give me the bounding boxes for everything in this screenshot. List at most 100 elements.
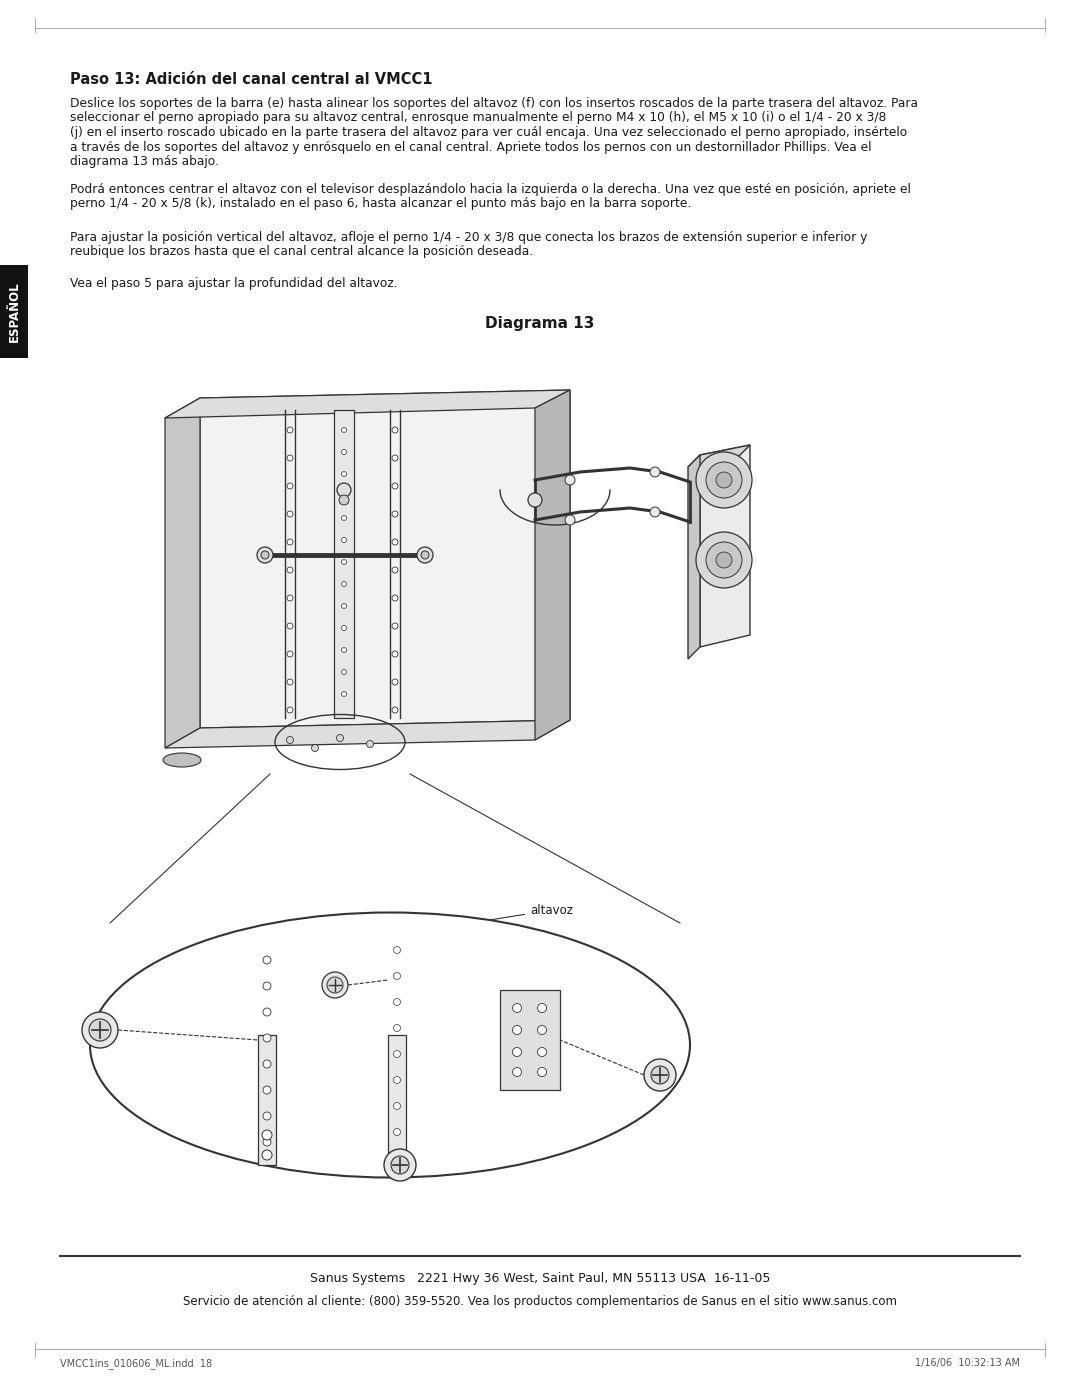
Circle shape bbox=[392, 622, 399, 629]
Circle shape bbox=[264, 1034, 271, 1042]
Circle shape bbox=[287, 427, 293, 432]
Ellipse shape bbox=[90, 913, 690, 1177]
Circle shape bbox=[287, 595, 293, 600]
FancyBboxPatch shape bbox=[0, 264, 28, 358]
Circle shape bbox=[322, 972, 348, 998]
Circle shape bbox=[286, 737, 294, 744]
Circle shape bbox=[339, 494, 349, 505]
Text: (j) en el inserto roscado ubicado en la parte trasera del altavoz para ver cuál : (j) en el inserto roscado ubicado en la … bbox=[70, 127, 907, 139]
Text: Servicio de atención al cliente: (800) 359-5520. Vea los productos complementari: Servicio de atención al cliente: (800) 3… bbox=[183, 1294, 897, 1308]
Text: seleccionar el perno apropiado para su altavoz central, enrosque manualmente el : seleccionar el perno apropiado para su a… bbox=[70, 112, 887, 124]
Circle shape bbox=[513, 1004, 522, 1012]
Circle shape bbox=[287, 454, 293, 461]
Circle shape bbox=[393, 946, 401, 953]
Circle shape bbox=[341, 669, 347, 675]
Circle shape bbox=[513, 1067, 522, 1077]
Text: diagrama 13 más abajo.: diagrama 13 más abajo. bbox=[70, 156, 219, 168]
Circle shape bbox=[264, 1137, 271, 1146]
Circle shape bbox=[392, 679, 399, 684]
Circle shape bbox=[538, 1048, 546, 1056]
Circle shape bbox=[392, 483, 399, 489]
Circle shape bbox=[341, 537, 347, 543]
Circle shape bbox=[341, 493, 347, 498]
Circle shape bbox=[538, 1004, 546, 1012]
Circle shape bbox=[337, 734, 343, 741]
Circle shape bbox=[287, 538, 293, 545]
Circle shape bbox=[650, 467, 660, 476]
Circle shape bbox=[82, 1012, 118, 1048]
Text: Sanus Systems   2221 Hwy 36 West, Saint Paul, MN 55113 USA  16-11-05: Sanus Systems 2221 Hwy 36 West, Saint Pa… bbox=[310, 1272, 770, 1285]
Circle shape bbox=[651, 1066, 669, 1084]
Circle shape bbox=[644, 1059, 676, 1091]
Circle shape bbox=[392, 538, 399, 545]
Text: Para ajustar la posición vertical del altavoz, afloje el perno 1/4 - 20 x 3/8 qu: Para ajustar la posición vertical del al… bbox=[70, 231, 867, 244]
Text: Diagrama 13: Diagrama 13 bbox=[485, 315, 595, 330]
Circle shape bbox=[391, 1157, 409, 1175]
Circle shape bbox=[341, 515, 347, 521]
Text: VMCC1ins_010606_ML.indd  18: VMCC1ins_010606_ML.indd 18 bbox=[60, 1358, 212, 1369]
Text: altavoz: altavoz bbox=[400, 903, 573, 935]
Circle shape bbox=[287, 622, 293, 629]
Circle shape bbox=[287, 679, 293, 684]
Circle shape bbox=[392, 511, 399, 516]
Circle shape bbox=[264, 982, 271, 990]
Circle shape bbox=[341, 449, 347, 454]
Polygon shape bbox=[165, 720, 570, 748]
Text: 1/16/06  10:32:13 AM: 1/16/06 10:32:13 AM bbox=[915, 1358, 1020, 1367]
Circle shape bbox=[393, 998, 401, 1005]
Circle shape bbox=[513, 1048, 522, 1056]
FancyBboxPatch shape bbox=[334, 410, 354, 717]
Circle shape bbox=[392, 567, 399, 573]
Polygon shape bbox=[700, 445, 750, 647]
Polygon shape bbox=[500, 990, 561, 1091]
Circle shape bbox=[706, 543, 742, 578]
Text: a través de los soportes del altavoz y enrósquelo en el canal central. Apriete t: a través de los soportes del altavoz y e… bbox=[70, 140, 872, 153]
Circle shape bbox=[287, 511, 293, 516]
Polygon shape bbox=[688, 445, 750, 467]
Circle shape bbox=[341, 647, 347, 653]
Text: j: j bbox=[419, 1155, 433, 1168]
Circle shape bbox=[565, 515, 575, 525]
Circle shape bbox=[264, 1008, 271, 1016]
Circle shape bbox=[716, 552, 732, 567]
Circle shape bbox=[262, 1150, 272, 1159]
Polygon shape bbox=[535, 390, 570, 739]
Circle shape bbox=[264, 1060, 271, 1069]
Circle shape bbox=[287, 483, 293, 489]
Circle shape bbox=[264, 1113, 271, 1120]
Text: reubique los brazos hasta que el canal central alcance la posición deseada.: reubique los brazos hasta que el canal c… bbox=[70, 245, 534, 259]
Circle shape bbox=[264, 1086, 271, 1093]
Circle shape bbox=[393, 1024, 401, 1031]
Circle shape bbox=[513, 1026, 522, 1034]
Circle shape bbox=[392, 595, 399, 600]
Text: perno 1/4 - 20 x 5/8 (k), instalado en el paso 6, hasta alcanzar el punto más ba: perno 1/4 - 20 x 5/8 (k), instalado en e… bbox=[70, 197, 691, 211]
Circle shape bbox=[538, 1067, 546, 1077]
FancyBboxPatch shape bbox=[388, 1036, 406, 1155]
Circle shape bbox=[392, 706, 399, 713]
Circle shape bbox=[341, 427, 347, 432]
Circle shape bbox=[706, 463, 742, 498]
Circle shape bbox=[327, 978, 343, 993]
Polygon shape bbox=[165, 398, 200, 748]
Circle shape bbox=[393, 1129, 401, 1136]
Text: Paso 13: Adición del canal central al VMCC1: Paso 13: Adición del canal central al VM… bbox=[70, 72, 432, 87]
Circle shape bbox=[393, 972, 401, 979]
Circle shape bbox=[716, 472, 732, 487]
Circle shape bbox=[392, 427, 399, 432]
Text: f: f bbox=[590, 1055, 594, 1069]
Circle shape bbox=[311, 745, 319, 752]
Text: Deslice los soportes de la barra (e) hasta alinear los soportes del altavoz (f) : Deslice los soportes de la barra (e) has… bbox=[70, 96, 918, 110]
Circle shape bbox=[89, 1019, 111, 1041]
Circle shape bbox=[287, 706, 293, 713]
Circle shape bbox=[393, 1103, 401, 1110]
Circle shape bbox=[341, 581, 347, 587]
Circle shape bbox=[341, 471, 347, 476]
Circle shape bbox=[392, 454, 399, 461]
Circle shape bbox=[393, 1051, 401, 1058]
Circle shape bbox=[696, 532, 752, 588]
Polygon shape bbox=[165, 390, 570, 419]
Circle shape bbox=[392, 651, 399, 657]
Circle shape bbox=[261, 551, 269, 559]
Text: Podrá entonces centrar el altavoz con el televisor desplazándolo hacia la izquie: Podrá entonces centrar el altavoz con el… bbox=[70, 183, 910, 196]
Text: Vea el paso 5 para ajustar la profundidad del altavoz.: Vea el paso 5 para ajustar la profundida… bbox=[70, 277, 397, 291]
